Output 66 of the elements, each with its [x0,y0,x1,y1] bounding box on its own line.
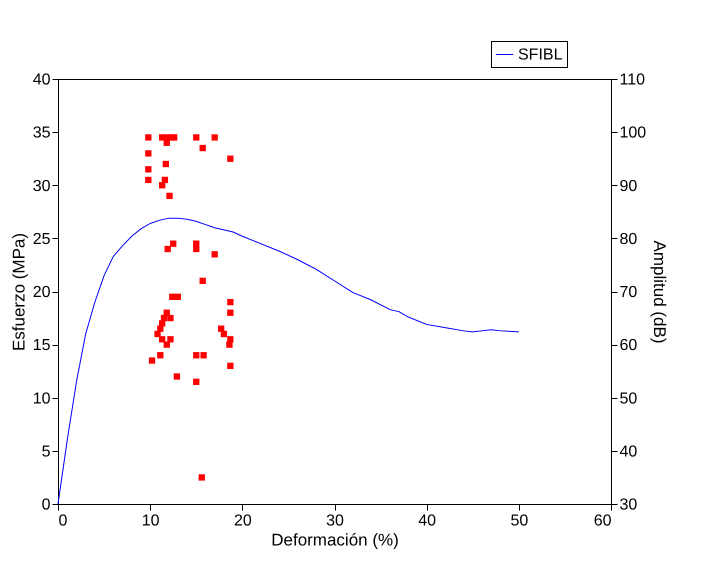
y2-tick-label: 60 [620,337,638,354]
x-tick-label: 30 [326,512,344,530]
legend-label: SFIBL [518,46,563,64]
point [166,192,173,200]
point [200,352,207,358]
x-tick-label: 40 [418,512,436,530]
y-tick-label: 30 [32,178,51,195]
y2-tick-label: 30 [620,496,638,514]
y2-tick-label: 50 [620,390,638,408]
y2-tick-label: 70 [620,284,638,301]
point [148,357,156,364]
y-tick-label: 10 [32,390,51,408]
x-tick-label: 50 [510,512,528,530]
x-tick-label: 20 [234,512,252,530]
y-tick-label: 15 [32,337,51,354]
y2-tick-label: 90 [620,178,638,195]
point [200,144,206,152]
point [164,341,170,348]
point [193,378,200,385]
point [212,251,218,258]
point [193,134,200,141]
x-tick-label: 10 [142,512,160,530]
point [157,352,164,358]
point [158,336,166,342]
y-tick-label: 5 [42,443,51,460]
point [167,336,174,342]
point [227,156,234,162]
point [220,330,228,338]
y-axis-title: Esfuerzo (MPa) [10,232,29,352]
y-tick-label: 40 [32,72,51,88]
x-tick-label: 60 [594,512,612,530]
point [145,176,152,184]
point [164,246,171,252]
point [227,298,234,306]
point [145,166,152,172]
point [162,160,169,168]
point [157,326,164,332]
point [193,246,200,252]
point [200,278,206,284]
point [218,326,224,332]
point [198,474,205,481]
y-tick-label: 25 [32,230,51,248]
y2-axis-title: Amplitud (dB) [650,240,670,344]
y2-tick-label: 80 [620,230,638,248]
point [145,150,152,157]
x-tick-label: 0 [58,512,68,530]
y2-tick-label: 100 [620,124,646,142]
point [170,134,178,141]
point [167,314,174,322]
point [158,182,166,188]
point [227,310,234,316]
point [145,134,152,141]
point [212,134,218,141]
point [193,352,200,358]
point [226,341,233,348]
x-axis-title: Deformación (%) [271,530,399,550]
y-tick-label: 20 [32,284,51,301]
y-tick-label: 0 [42,496,51,514]
point [174,373,180,380]
point [227,362,234,370]
y2-tick-label: 40 [620,443,638,460]
y2-tick-label: 110 [620,72,646,88]
point [170,240,176,247]
line-series [58,218,520,504]
point [174,294,181,300]
y-tick-label: 35 [32,124,51,142]
